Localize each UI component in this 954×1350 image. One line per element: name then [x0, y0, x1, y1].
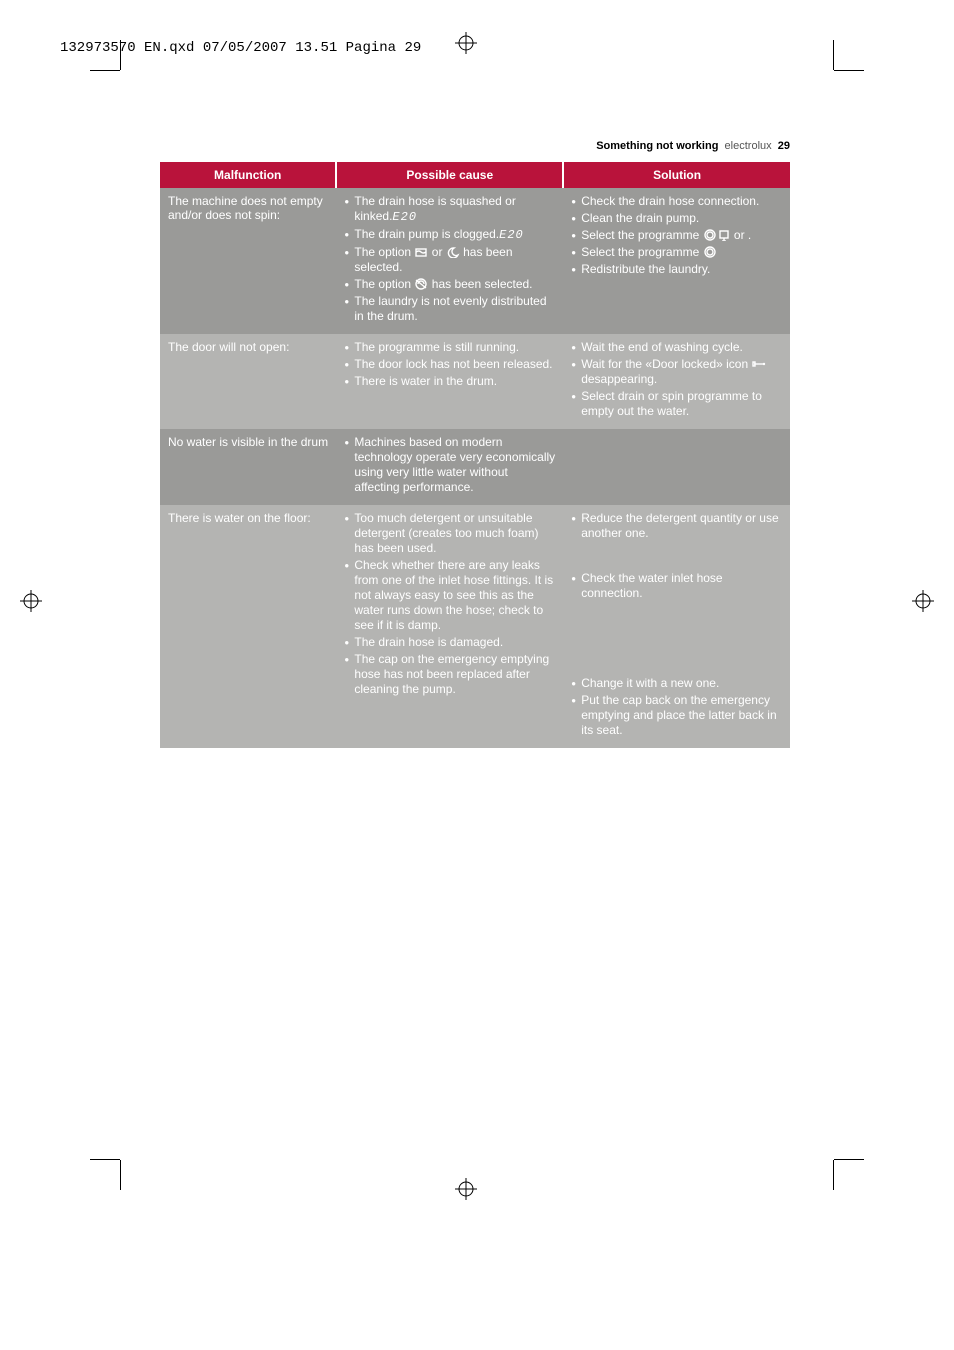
- crop-mark: [834, 70, 864, 71]
- registration-mark-left: [20, 590, 42, 612]
- solution-cell: Wait the end of washing cycle. Wait for t…: [563, 334, 790, 429]
- list-item: Check the drain hose connection.: [571, 194, 782, 209]
- table-header-row: Malfunction Possible cause Solution: [160, 162, 790, 188]
- table-row: There is water on the floor:Too much det…: [160, 505, 790, 748]
- brand-name: electrolux: [725, 140, 772, 152]
- solution-cell: Reduce the detergent quantity or use ano…: [563, 505, 790, 748]
- list-item: The option has been selected.: [344, 277, 555, 292]
- list-item: There is water in the drum.: [344, 374, 555, 389]
- crop-mark: [120, 1160, 121, 1190]
- cause-cell: The drain hose is squashed or kinked.E20…: [336, 188, 563, 334]
- table-row: The machine does not empty and/or does n…: [160, 188, 790, 334]
- crop-mark: [90, 70, 120, 71]
- col-solution: Solution: [563, 162, 790, 188]
- no-spin-icon: [414, 278, 428, 290]
- list-item: Check the water inlet hose connection.: [571, 571, 782, 601]
- section-title: Something not working: [596, 140, 718, 152]
- list-item: Reduce the detergent quantity or use ano…: [571, 511, 782, 541]
- cause-cell: Too much detergent or unsuitable deterge…: [336, 505, 563, 748]
- list-item: The cap on the emergency emptying hose h…: [344, 652, 555, 697]
- spin-icon: [703, 229, 717, 241]
- crop-mark: [834, 1159, 864, 1160]
- drain-icon: [717, 229, 731, 241]
- list-item: Select the programme: [571, 245, 782, 260]
- list-item: Too much detergent or unsuitable deterge…: [344, 511, 555, 556]
- malfunction-cell: There is water on the floor:: [160, 505, 336, 748]
- list-item: The drain hose is damaged.: [344, 635, 555, 650]
- spin-icon: [703, 246, 717, 258]
- cause-cell: The programme is still running. The door …: [336, 334, 563, 429]
- list-item: The drain pump is clogged.E20: [344, 227, 555, 243]
- crop-mark: [90, 1159, 120, 1160]
- list-item: Put the cap back on the emergency emptyi…: [571, 693, 782, 738]
- list-item: Select the programme or .: [571, 228, 782, 243]
- page-content: Something not working electrolux 29 Malf…: [160, 140, 790, 748]
- list-item: The door lock has not been released.: [344, 357, 555, 372]
- registration-mark-right: [912, 590, 934, 612]
- malfunction-cell: The door will not open:: [160, 334, 336, 429]
- list-item: Wait for the «Door locked» icon desappea…: [571, 357, 782, 387]
- malfunction-cell: No water is visible in the drum: [160, 429, 336, 505]
- list-item: Machines based on modern technology oper…: [344, 435, 555, 495]
- list-item: Wait the end of washing cycle.: [571, 340, 782, 355]
- list-item: Redistribute the laundry.: [571, 262, 782, 277]
- list-item: The option or has been selected.: [344, 245, 555, 275]
- rinse-hold-icon: [414, 246, 428, 258]
- solution-cell: [563, 429, 790, 505]
- col-cause: Possible cause: [336, 162, 563, 188]
- lock-icon: [752, 358, 766, 370]
- print-filename-header: 132973570 EN.qxd 07/05/2007 13.51 Pagina…: [60, 40, 421, 56]
- crop-mark: [120, 40, 121, 70]
- table-row: The door will not open:The programme is …: [160, 334, 790, 429]
- list-item: Change it with a new one.: [571, 676, 782, 691]
- crop-mark: [833, 1160, 834, 1190]
- list-item: The drain hose is squashed or kinked.E20: [344, 194, 555, 225]
- troubleshooting-table: Malfunction Possible cause Solution The …: [160, 162, 790, 748]
- list-item: Select drain or spin programme to empty …: [571, 389, 782, 419]
- table-row: No water is visible in the drumMachines …: [160, 429, 790, 505]
- col-malfunction: Malfunction: [160, 162, 336, 188]
- cause-cell: Machines based on modern technology oper…: [336, 429, 563, 505]
- solution-cell: Check the drain hose connection. Clean th…: [563, 188, 790, 334]
- registration-mark-bottom: [455, 1178, 477, 1200]
- list-item: Check whether there are any leaks from o…: [344, 558, 555, 633]
- running-header: Something not working electrolux 29: [160, 140, 790, 152]
- crop-mark: [833, 40, 834, 70]
- list-item: Clean the drain pump.: [571, 211, 782, 226]
- malfunction-cell: The machine does not empty and/or does n…: [160, 188, 336, 334]
- page-number: 29: [778, 140, 790, 152]
- registration-mark-top: [455, 32, 477, 54]
- night-icon: [446, 246, 460, 258]
- list-item: The laundry is not evenly distributed in…: [344, 294, 555, 324]
- list-item: The programme is still running.: [344, 340, 555, 355]
